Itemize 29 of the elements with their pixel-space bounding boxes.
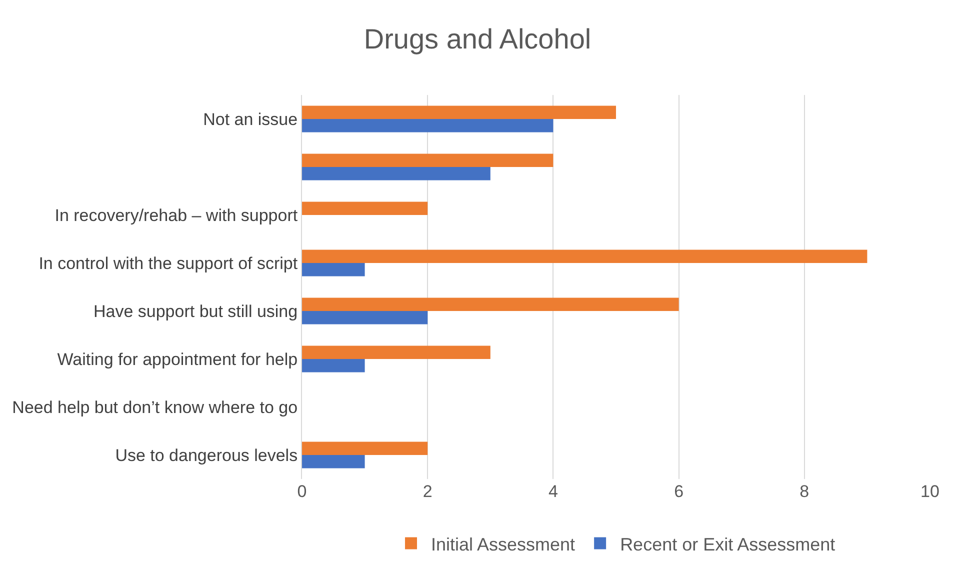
y-tick-label: In recovery/rehab – with support — [54, 206, 298, 225]
chart-title: Drugs and Alcohol — [364, 23, 592, 54]
y-tick-label: Not an issue — [203, 110, 298, 129]
bar — [302, 359, 365, 372]
y-tick-label: Use to dangerous levels — [115, 446, 298, 465]
x-tick-label: 10 — [920, 482, 940, 501]
bar — [302, 442, 428, 455]
bar — [302, 298, 679, 311]
x-tick-label: 4 — [548, 482, 558, 501]
y-tick-label: Need help but don’t know where to go — [12, 398, 298, 417]
bar — [302, 202, 428, 215]
bar — [302, 263, 365, 276]
bar — [302, 250, 868, 263]
x-tick-label: 0 — [297, 482, 307, 501]
x-tick-label: 2 — [422, 482, 432, 501]
x-tick-label: 6 — [674, 482, 684, 501]
bar — [302, 311, 428, 324]
bar — [302, 106, 616, 119]
bar — [302, 167, 490, 180]
bar — [302, 154, 554, 167]
legend-label: Recent or Exit Assessment — [620, 534, 836, 554]
bar — [302, 346, 490, 359]
x-tick-label: 8 — [800, 482, 810, 501]
y-tick-label: Have support but still using — [93, 302, 298, 321]
bar — [302, 455, 365, 468]
y-tick-label: Waiting for appointment for help — [57, 350, 298, 369]
legend-label: Initial Assessment — [431, 534, 576, 554]
y-tick-label: In control with the support of script — [38, 254, 298, 273]
bar — [302, 119, 554, 132]
